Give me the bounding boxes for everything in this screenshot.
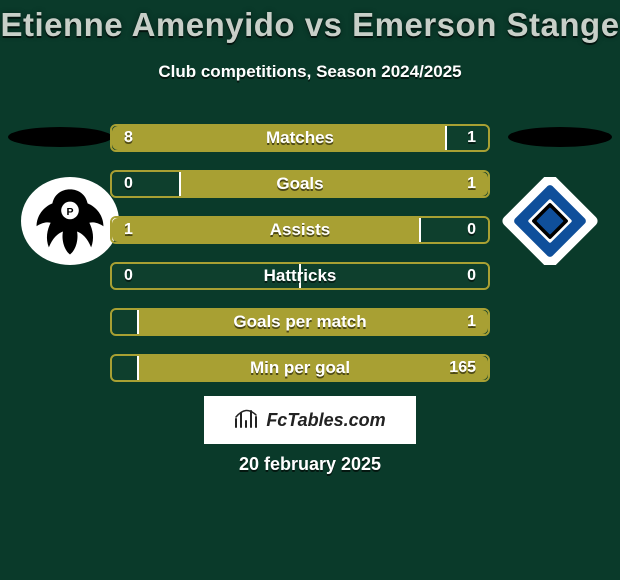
player-shadow-left	[8, 127, 112, 147]
diamond-icon	[501, 177, 599, 265]
fctables-icon	[234, 407, 260, 434]
stat-value-right: 1	[467, 310, 476, 334]
stat-row: Hattricks0 0	[110, 262, 490, 290]
stats-container: Matches81Goals01Assists10Hattricks00Goal…	[110, 124, 490, 400]
stat-row: Goals0 1	[110, 170, 490, 198]
stat-row: Matches8 1	[110, 124, 490, 152]
player-shadow-right	[508, 127, 612, 147]
stat-label: Hattricks	[112, 264, 488, 288]
eagle-icon: P	[21, 177, 119, 265]
stat-label: Matches	[112, 126, 488, 150]
svg-text:P: P	[66, 206, 73, 218]
stat-row: Assists1 0	[110, 216, 490, 244]
date-label: 20 february 2025	[0, 454, 620, 475]
source-badge: FcTables.com	[204, 396, 416, 444]
stat-value-right: 0	[467, 264, 476, 288]
stat-label: Goals per match	[112, 310, 488, 334]
stat-value-right: 1	[467, 172, 476, 196]
stat-label: Min per goal	[112, 356, 488, 380]
stat-value-right: 165	[449, 356, 476, 380]
subtitle: Club competitions, Season 2024/2025	[0, 62, 620, 82]
stat-value-right: 0	[467, 218, 476, 242]
stat-value-left: 0	[124, 172, 133, 196]
source-badge-text: FcTables.com	[266, 410, 385, 431]
stat-row: Goals per match1	[110, 308, 490, 336]
stat-row: Min per goal165	[110, 354, 490, 382]
stat-value-right: 1	[467, 126, 476, 150]
club-logo-left: P	[21, 177, 119, 265]
club-logo-right	[501, 177, 599, 265]
stat-value-left: 1	[124, 218, 133, 242]
stat-label: Goals	[112, 172, 488, 196]
stat-value-left: 8	[124, 126, 133, 150]
page-title: Etienne Amenyido vs Emerson Stange	[0, 6, 620, 44]
stat-value-left: 0	[124, 264, 133, 288]
stat-label: Assists	[112, 218, 488, 242]
